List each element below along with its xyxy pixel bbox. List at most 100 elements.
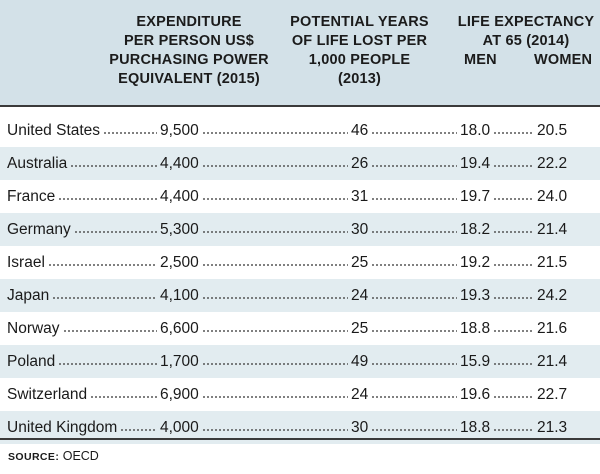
dotted-leader [371, 330, 457, 332]
women-cell: 22.2 [537, 155, 568, 172]
header-expenditure-line: PURCHASING POWER [109, 52, 269, 68]
table-row: Japan 4,100 24 19.3 24.2 [0, 279, 600, 312]
pyll-cell: 46 [351, 122, 369, 139]
header-life-expectancy: LIFE EXPECTANCY AT 65 (2014) MEN WOMEN [452, 13, 600, 68]
dotted-leader [371, 396, 457, 398]
women-cell: 21.6 [537, 320, 568, 337]
expenditure-cell: 4,000 [160, 419, 199, 436]
women-cell: 21.3 [537, 419, 568, 436]
dotted-leader [371, 165, 457, 167]
dotted-leader [48, 264, 157, 266]
dotted-leader [493, 231, 534, 233]
expenditure-cell: 6,600 [160, 320, 199, 337]
pyll-cell: 24 [351, 287, 369, 304]
table-row: Germany 5,300 30 18.2 21.4 [0, 213, 600, 246]
dotted-leader [371, 198, 457, 200]
pyll-cell: 26 [351, 155, 369, 172]
men-cell: 18.8 [460, 320, 491, 337]
dotted-leader [202, 198, 348, 200]
pyll-cell: 24 [351, 386, 369, 403]
table-row: Norway 6,600 25 18.8 21.6 [0, 312, 600, 345]
dotted-leader [493, 330, 534, 332]
header-pyll-line: (2013) [337, 71, 382, 87]
country-cell: Switzerland [7, 386, 88, 403]
dotted-leader [493, 429, 534, 431]
women-cell: 22.7 [537, 386, 568, 403]
dotted-leader [202, 231, 348, 233]
men-cell: 18.0 [460, 122, 491, 139]
header-life-expectancy-line: LIFE EXPECTANCY [457, 14, 595, 30]
dotted-leader [58, 363, 157, 365]
dotted-leader [58, 198, 157, 200]
men-cell: 18.8 [460, 419, 491, 436]
dotted-leader [52, 297, 157, 299]
country-cell: Norway [7, 320, 60, 337]
dotted-leader [493, 396, 534, 398]
country-cell: Poland [7, 353, 56, 370]
expenditure-cell: 1,700 [160, 353, 199, 370]
dotted-leader [371, 363, 457, 365]
dotted-leader [63, 330, 157, 332]
expenditure-cell: 5,300 [160, 221, 199, 238]
dotted-leader [90, 396, 157, 398]
expenditure-cell: 4,400 [160, 155, 199, 172]
dotted-leader [202, 297, 348, 299]
dotted-leader [371, 231, 457, 233]
header-life-expectancy-line: AT 65 (2014) [482, 33, 570, 49]
country-cell: Germany [7, 221, 71, 238]
table-row: France 4,400 31 19.7 24.0 [0, 180, 600, 213]
dotted-leader [202, 165, 348, 167]
pyll-cell: 25 [351, 320, 369, 337]
header-women: WOMEN [534, 52, 593, 68]
dotted-leader [103, 132, 157, 134]
country-cell: United States [7, 122, 101, 139]
source-note: SOURCE: OECD [8, 449, 99, 463]
table-row: United States 9,500 46 18.0 20.5 [0, 114, 600, 147]
expenditure-cell: 4,100 [160, 287, 199, 304]
dotted-leader [371, 264, 457, 266]
header-expenditure-line: EXPENDITURE [136, 14, 242, 30]
men-cell: 19.2 [460, 254, 491, 271]
dotted-leader [493, 297, 534, 299]
pyll-cell: 30 [351, 221, 369, 238]
table-row: Switzerland 6,900 24 19.6 22.7 [0, 378, 600, 411]
country-cell: United Kingdom [7, 419, 118, 436]
header-men: MEN [464, 52, 497, 68]
table-header: EXPENDITURE PER PERSON US$ PURCHASING PO… [0, 0, 600, 105]
expenditure-cell: 9,500 [160, 122, 199, 139]
dotted-leader [202, 264, 348, 266]
dotted-leader [202, 429, 348, 431]
header-expenditure-line: PER PERSON US$ [123, 33, 255, 49]
women-cell: 24.0 [537, 188, 568, 205]
health-comparison-table: EXPENDITURE PER PERSON US$ PURCHASING PO… [0, 0, 600, 444]
pyll-cell: 49 [351, 353, 369, 370]
header-expenditure: EXPENDITURE PER PERSON US$ PURCHASING PO… [100, 13, 278, 89]
dotted-leader [202, 396, 348, 398]
source-label: SOURCE: [8, 451, 60, 463]
country-cell: France [7, 188, 56, 205]
country-cell: Japan [7, 287, 50, 304]
women-cell: 24.2 [537, 287, 568, 304]
expenditure-cell: 2,500 [160, 254, 199, 271]
women-cell: 21.4 [537, 353, 568, 370]
men-cell: 15.9 [460, 353, 491, 370]
table-row: Israel 2,500 25 19.2 21.5 [0, 246, 600, 279]
header-pyll-line: OF LIFE LOST PER [291, 33, 428, 49]
women-cell: 21.5 [537, 254, 568, 271]
women-cell: 20.5 [537, 122, 568, 139]
pyll-cell: 25 [351, 254, 369, 271]
dotted-leader [493, 132, 534, 134]
country-cell: Australia [7, 155, 68, 172]
dotted-leader [74, 231, 157, 233]
table-row: Australia 4,400 26 19.4 22.2 [0, 147, 600, 180]
header-rule [0, 105, 600, 107]
bottom-rule [0, 438, 600, 440]
pyll-cell: 31 [351, 188, 369, 205]
dotted-leader [202, 132, 348, 134]
dotted-leader [493, 165, 534, 167]
dotted-leader [70, 165, 157, 167]
women-cell: 21.4 [537, 221, 568, 238]
men-cell: 19.4 [460, 155, 491, 172]
expenditure-cell: 4,400 [160, 188, 199, 205]
men-cell: 19.7 [460, 188, 491, 205]
